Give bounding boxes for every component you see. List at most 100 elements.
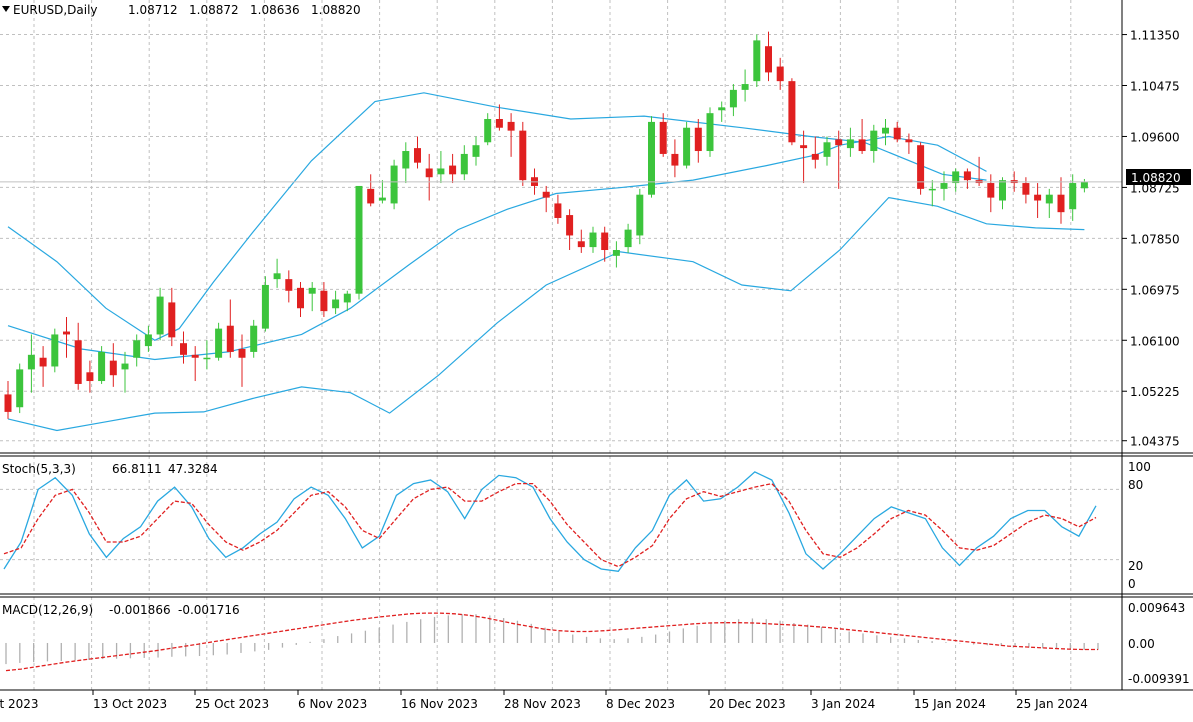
macd-signal-line — [5, 612, 1098, 672]
ohlc-close: 1.08820 — [311, 3, 361, 17]
candle-bullish — [718, 107, 726, 111]
chart-header: EURUSD,Daily 1.08712 1.08872 1.08636 1.0… — [2, 3, 361, 17]
date-tick-label: 25 Oct 2023 — [195, 697, 269, 711]
candle-bullish — [846, 139, 854, 149]
price-tick-label: 1.06100 — [1130, 334, 1180, 348]
stoch-d-value: 47.3284 — [168, 462, 218, 476]
candle-bullish — [460, 153, 468, 175]
candle-bearish — [449, 165, 457, 175]
bollinger-lower-band — [7, 196, 1085, 432]
candle-bullish — [378, 197, 386, 201]
macd-header: MACD(12,26,9) -0.001866 -0.001716 — [2, 603, 240, 617]
candle-bullish — [203, 357, 211, 360]
date-axis: 2 Oct 2023 13 Oct 2023 25 Oct 2023 6 Nov 20… — [0, 690, 1088, 711]
price-tick-label: 1.10475 — [1130, 80, 1180, 94]
stoch-axis: 100 80 20 0 — [1128, 460, 1151, 591]
candle-bearish — [425, 168, 433, 178]
candle-bullish — [390, 165, 398, 204]
price-tick-label: 1.09600 — [1130, 130, 1180, 144]
candle-bearish — [671, 153, 679, 166]
candle-bearish — [811, 153, 819, 160]
candle-bullish — [472, 145, 480, 157]
candle-bearish — [800, 145, 808, 149]
candle-bullish — [882, 127, 889, 134]
stoch-level-80: 80 — [1128, 478, 1143, 492]
candle-bearish — [542, 191, 550, 198]
candle-bullish — [437, 168, 445, 175]
candle-bullish — [51, 334, 59, 367]
candle-bearish — [109, 360, 117, 376]
price-tick-label: 1.05225 — [1130, 385, 1180, 399]
candle-bullish — [928, 188, 936, 191]
collapse-triangle-icon[interactable] — [2, 6, 10, 12]
symbol-label: EURUSD,Daily — [13, 3, 98, 17]
candle-bearish — [1034, 194, 1042, 201]
stoch-level-100: 100 — [1128, 460, 1151, 474]
candle-bearish — [86, 372, 94, 382]
candle-bullish — [355, 185, 363, 294]
current-price-value: 1.08820 — [1131, 171, 1181, 185]
candle-bearish — [577, 241, 585, 248]
candle-bearish — [367, 188, 375, 204]
stoch-level-0: 0 — [1128, 577, 1136, 591]
date-tick-label: 13 Oct 2023 — [93, 697, 167, 711]
macd-signal-value: -0.001716 — [178, 603, 240, 617]
candle-bullish — [484, 118, 492, 143]
date-tick-label: 25 Jan 2024 — [1016, 697, 1088, 711]
date-tick-label: 8 Dec 2023 — [606, 697, 675, 711]
candle-bullish — [624, 229, 632, 248]
candle-bullish — [16, 369, 24, 408]
candle-bullish — [261, 284, 269, 329]
candle-bullish — [589, 232, 597, 248]
candle-bearish — [835, 139, 843, 146]
candle-bearish — [1057, 194, 1065, 213]
candle-bullish — [706, 113, 714, 152]
macd-label: MACD(12,26,9) — [2, 603, 93, 617]
candle-bullish — [121, 363, 129, 370]
candle-bullish — [753, 40, 761, 82]
price-tick-label: 1.04375 — [1130, 435, 1180, 449]
candle-bearish — [519, 130, 527, 181]
chart-grid — [0, 0, 1122, 690]
candle-bearish — [191, 354, 199, 358]
candle-bearish — [226, 325, 234, 352]
candle-bearish — [39, 357, 47, 367]
candle-bearish — [554, 203, 562, 218]
candle-bullish — [308, 287, 316, 294]
candle-bullish — [636, 194, 644, 236]
stoch-d-line — [3, 482, 1097, 568]
candle-bearish — [238, 349, 246, 358]
candle-bearish — [788, 81, 796, 143]
stoch-level-20: 20 — [1128, 559, 1143, 573]
candle-bullish — [823, 142, 831, 157]
candle-bearish — [776, 66, 784, 82]
date-tick-label: 28 Nov 2023 — [504, 697, 581, 711]
stochastic-oscillator — [3, 471, 1097, 572]
candle-bearish — [285, 279, 293, 291]
candle-bearish — [694, 127, 702, 152]
price-tick-label: 1.07850 — [1130, 232, 1180, 246]
price-axis: 1.113501.104751.096001.087251.078501.069… — [1122, 29, 1180, 449]
macd-main-value: -0.001866 — [109, 603, 171, 617]
date-tick-label: 16 Nov 2023 — [401, 697, 478, 711]
pane-borders — [0, 0, 1193, 691]
candle-bullish — [133, 340, 141, 358]
candle-bearish — [917, 145, 925, 189]
candle-bullish — [273, 273, 281, 280]
price-tick-label: 1.11350 — [1130, 29, 1180, 43]
candle-bullish — [343, 293, 351, 303]
stoch-k-line — [3, 471, 1097, 572]
date-tick-label: 3 Jan 2024 — [811, 697, 875, 711]
candle-bearish — [297, 287, 304, 309]
candle-bullish — [215, 328, 223, 358]
date-tick-label: 15 Jan 2024 — [914, 697, 986, 711]
candle-bearish — [566, 215, 574, 236]
date-tick-label: 6 Nov 2023 — [298, 697, 367, 711]
candle-bullish — [332, 299, 340, 309]
candle-bullish — [870, 130, 878, 152]
stoch-header: Stoch(5,3,3) 66.8111 47.3284 — [2, 462, 218, 476]
candle-bullish — [729, 89, 737, 108]
candle-bearish — [858, 139, 866, 152]
candle-bullish — [952, 171, 960, 184]
